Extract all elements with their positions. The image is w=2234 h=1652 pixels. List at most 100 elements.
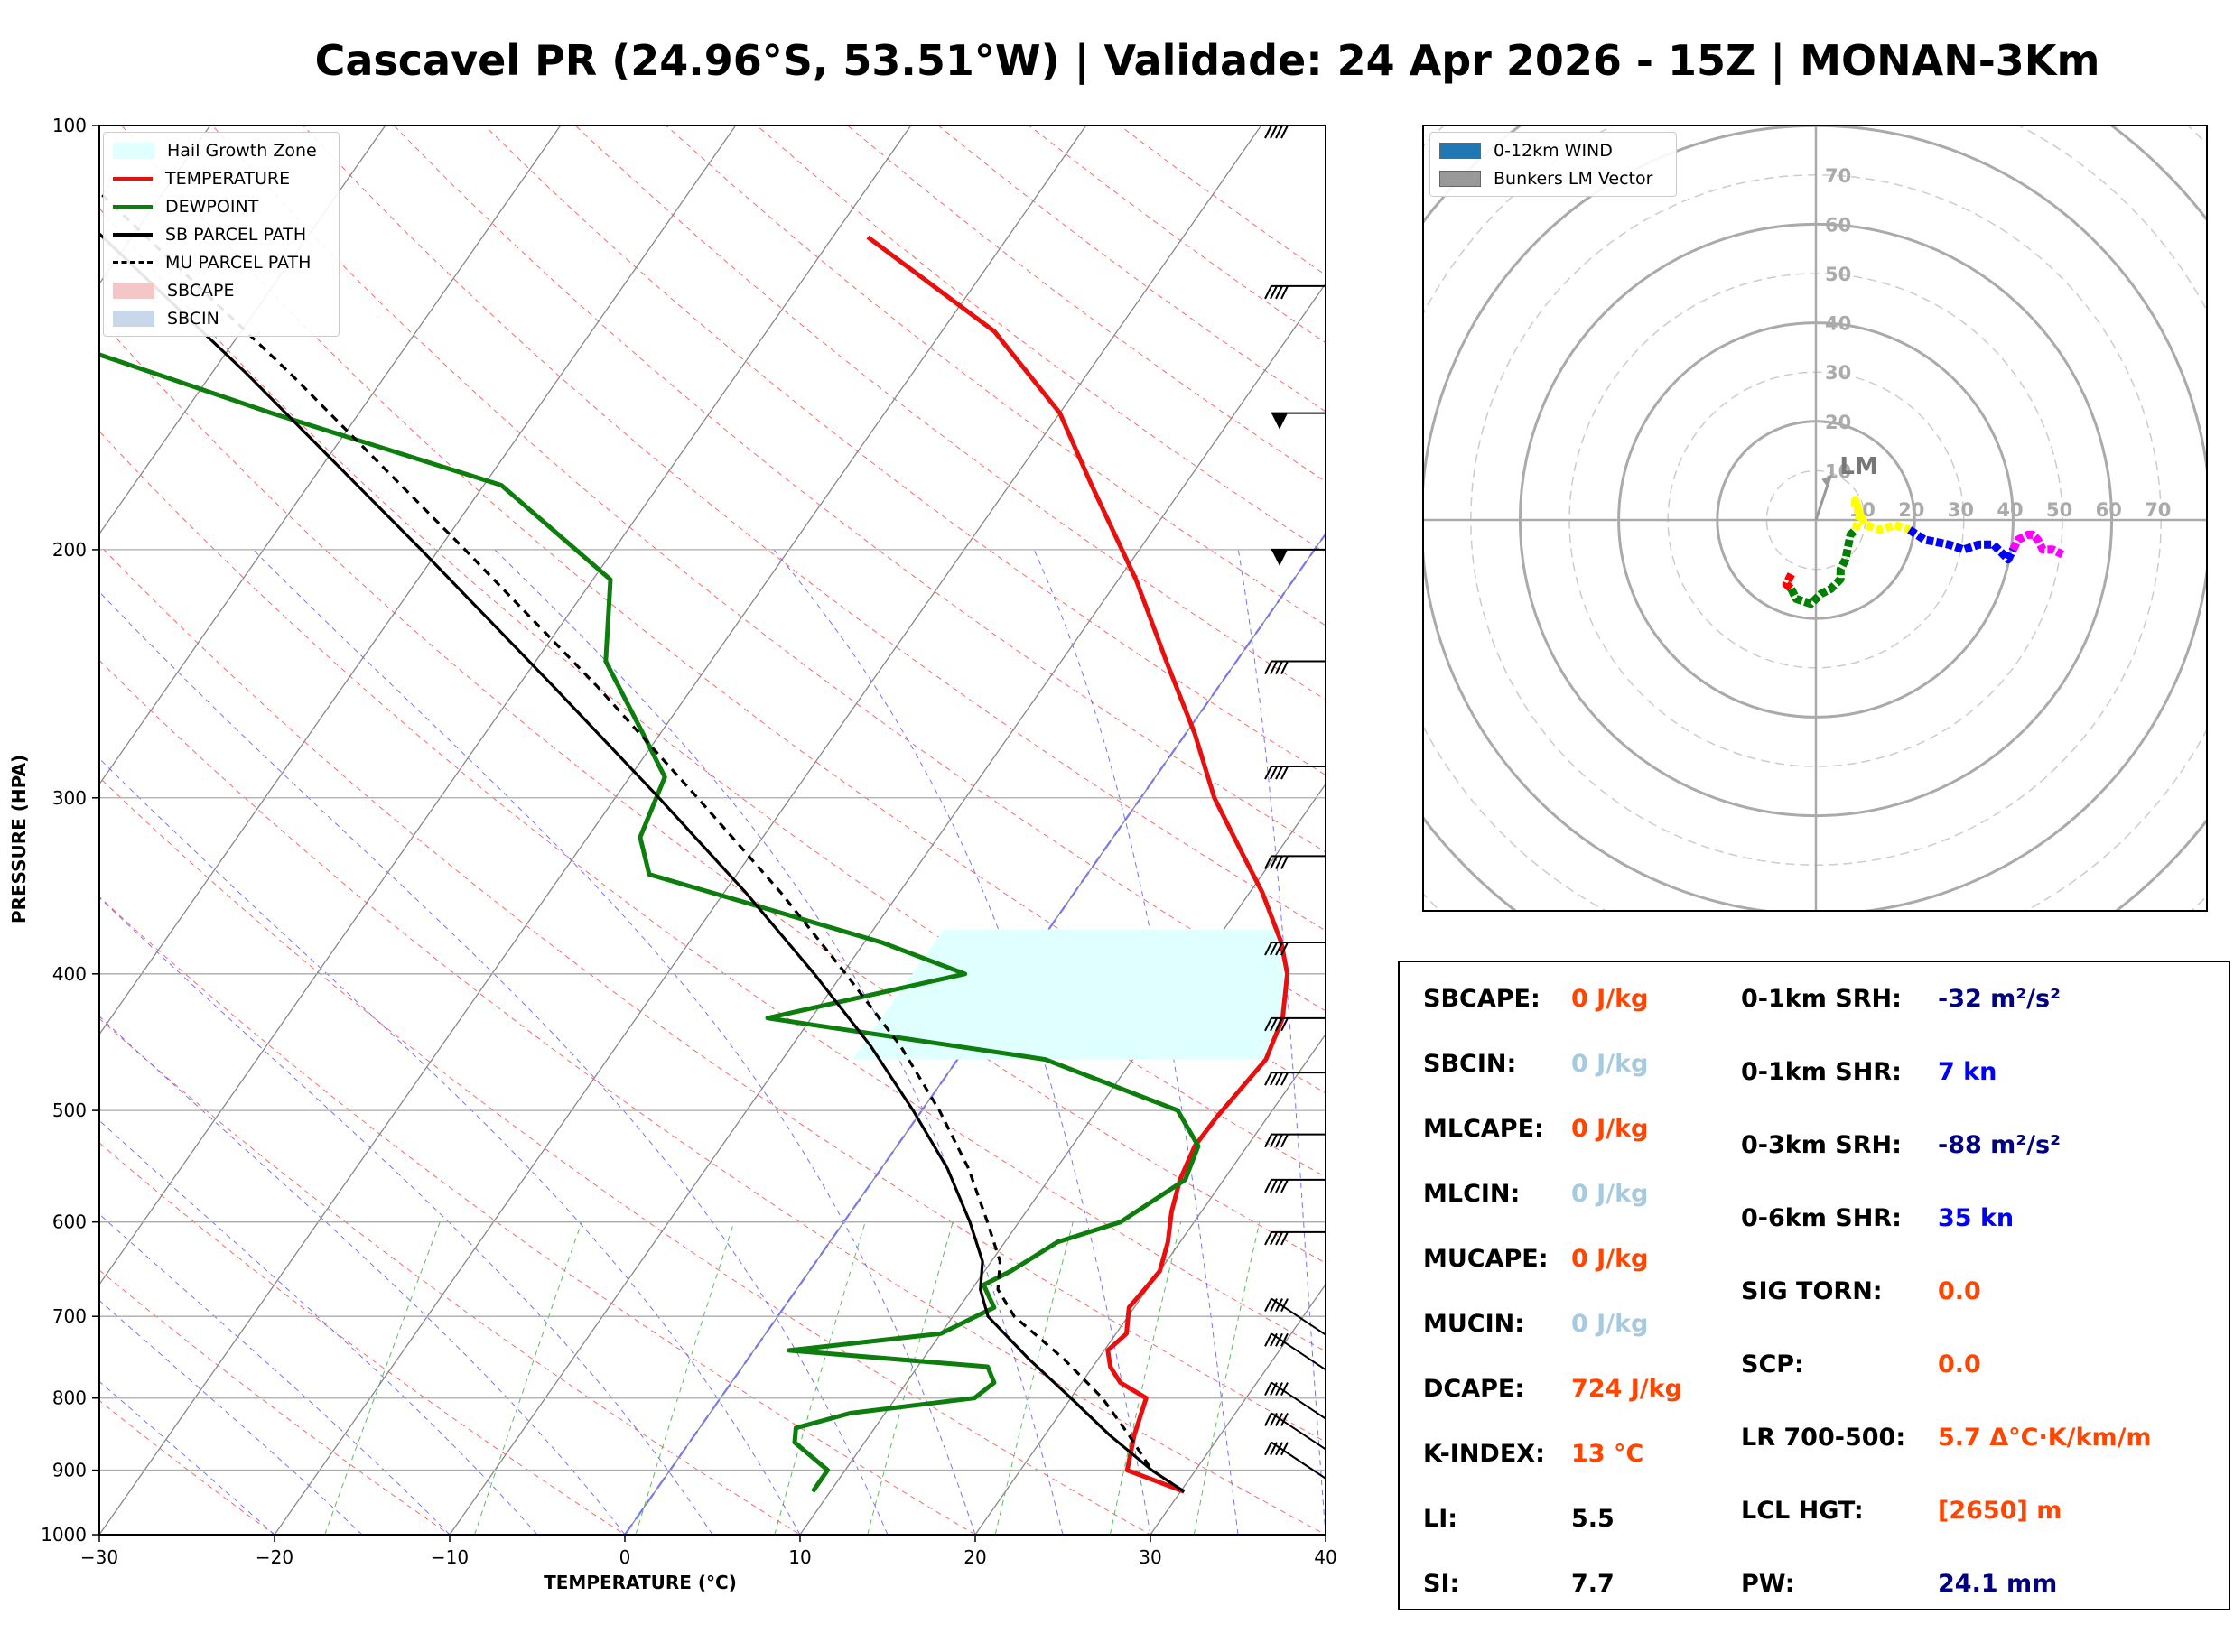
hodo-ring-label: 20 xyxy=(1825,412,1851,433)
isotherm xyxy=(99,125,562,785)
wind-barb-flag xyxy=(1270,855,1278,869)
hodo-ring-label: 50 xyxy=(1825,264,1851,285)
skewt-legend-swatch xyxy=(113,176,153,181)
wind-barb-flag xyxy=(1270,766,1278,780)
skewt-frame xyxy=(98,125,1326,1536)
profile-mu-parcel-path xyxy=(99,190,1186,1493)
param-label: DCAPE: xyxy=(1423,1375,1525,1403)
dry-adiabat xyxy=(99,776,1152,1535)
dry-adiabat xyxy=(99,659,1326,1535)
wind-barb-flag xyxy=(1264,942,1272,956)
param-label: PW: xyxy=(1741,1570,1795,1598)
wind-barb-flag xyxy=(1275,1179,1283,1193)
wind-barb-staff xyxy=(1271,1412,1326,1451)
wind-barb-flag xyxy=(1270,285,1278,300)
moist-adiabat xyxy=(1033,549,1239,1535)
wind-barb-flag xyxy=(1275,125,1283,139)
y-tick-label: 800 xyxy=(52,1387,87,1409)
param-label: 0-3km SRH: xyxy=(1741,1131,1902,1159)
param-value: 24.1 mm xyxy=(1938,1570,2058,1598)
wind-barb-flag xyxy=(1280,285,1289,300)
hail-growth-zone xyxy=(852,929,1288,1060)
skewt-legend-label: SB PARCEL PATH xyxy=(165,224,307,245)
hodo-legend-swatch xyxy=(1439,170,1481,187)
param-value: 0.0 xyxy=(1938,1350,1981,1378)
bunkers-lm-label: LM xyxy=(1839,453,1877,480)
x-tick-label: −10 xyxy=(431,1546,469,1568)
param-value: -32 m²/s² xyxy=(1938,985,2061,1013)
wind-barb-pennant xyxy=(1271,549,1288,566)
wind-barb-flag xyxy=(1270,1382,1278,1397)
hodo-axis-label: 20 xyxy=(1898,499,1924,521)
x-tick-label: 0 xyxy=(619,1546,631,1568)
param-label: LI: xyxy=(1423,1505,1458,1533)
wind-barb-flag xyxy=(1275,285,1283,300)
wind-barb xyxy=(1264,1072,1326,1086)
x-tick-label: 10 xyxy=(788,1546,811,1568)
wind-barb-flag xyxy=(1275,1332,1283,1347)
wind-barb xyxy=(1264,1412,1326,1451)
wind-barb xyxy=(1264,1016,1326,1032)
skewt-legend-entry: SB PARCEL PATH xyxy=(104,220,339,248)
hodo-ring-label: 40 xyxy=(1825,313,1851,335)
hodo-trace-segment xyxy=(2009,530,2064,559)
isotherm xyxy=(99,125,737,1035)
y-tick-label: 200 xyxy=(52,539,87,561)
y-tick-label: 500 xyxy=(52,1100,87,1121)
wind-barb-flag xyxy=(1264,1231,1272,1246)
wind-barb-flag xyxy=(1270,942,1278,956)
wind-barb-flag xyxy=(1264,125,1272,139)
wind-barb xyxy=(1264,942,1326,956)
param-value: 7 kn xyxy=(1938,1058,1997,1086)
hodo-axis-label: 60 xyxy=(2096,499,2122,521)
skewt-legend-swatch xyxy=(113,282,154,299)
moist-adiabat xyxy=(494,549,1064,1535)
wind-barb xyxy=(1264,1441,1326,1480)
hodo-axis-label: 70 xyxy=(2145,499,2171,521)
param-label: 0-1km SRH: xyxy=(1741,985,1902,1013)
hodo-trace-segment xyxy=(1907,526,2017,564)
x-tick-label: −20 xyxy=(256,1546,293,1568)
param-label: MLCAPE: xyxy=(1423,1115,1544,1143)
moist-adiabat xyxy=(99,1016,626,1535)
wind-barb-flag xyxy=(1264,1179,1272,1193)
wind-barb xyxy=(1264,1332,1326,1371)
y-tick-label: 900 xyxy=(52,1460,87,1481)
skewt-legend-label: SBCAPE xyxy=(167,280,235,301)
wind-barb-flag xyxy=(1270,1231,1278,1246)
skewt-legend-entry: SBCIN xyxy=(104,304,339,332)
param-value: 724 J/kg xyxy=(1571,1375,1682,1403)
y-tick-label: 400 xyxy=(52,963,87,985)
param-label: SIG TORN: xyxy=(1741,1277,1883,1305)
mixing-ratio-line xyxy=(324,1221,441,1535)
param-label: SCP: xyxy=(1741,1350,1804,1378)
hodo-ring xyxy=(1423,125,2207,911)
bunkers-lm-vector xyxy=(1814,475,1832,521)
isotherm xyxy=(1150,1283,1326,1535)
hodo-ring-label: 60 xyxy=(1825,214,1851,236)
wind-barb-flag xyxy=(1280,1017,1289,1032)
dry-adiabat xyxy=(211,125,1326,1012)
param-value: 0 J/kg xyxy=(1571,1245,1649,1273)
skewt-legend-label: DEWPOINT xyxy=(165,196,259,217)
param-value: 0.0 xyxy=(1938,1277,1981,1305)
hodo-legend-swatch xyxy=(1439,142,1481,159)
wind-barb-flag xyxy=(1270,1442,1278,1456)
param-label: MUCAPE: xyxy=(1423,1245,1549,1273)
wind-barb xyxy=(1264,855,1326,869)
wind-barb-flag xyxy=(1280,1134,1289,1148)
param-value: 7.7 xyxy=(1571,1570,1615,1598)
wind-barb-staff xyxy=(1271,1297,1326,1336)
skewt-legend-entry: TEMPERATURE xyxy=(104,164,339,192)
hodo-trace-segment xyxy=(1851,496,1912,534)
wind-barb-flag xyxy=(1280,1231,1289,1246)
wind-barb-flag xyxy=(1264,1072,1272,1086)
wind-barb-flag xyxy=(1280,855,1289,869)
wind-barb-flag xyxy=(1264,1017,1272,1032)
wind-barb xyxy=(1264,1133,1326,1148)
param-value: [2650] m xyxy=(1938,1497,2062,1525)
skewt-legend-label: TEMPERATURE xyxy=(165,168,291,189)
dry-adiabat xyxy=(99,1142,626,1535)
skewt-legend-label: Hail Growth Zone xyxy=(167,140,317,161)
